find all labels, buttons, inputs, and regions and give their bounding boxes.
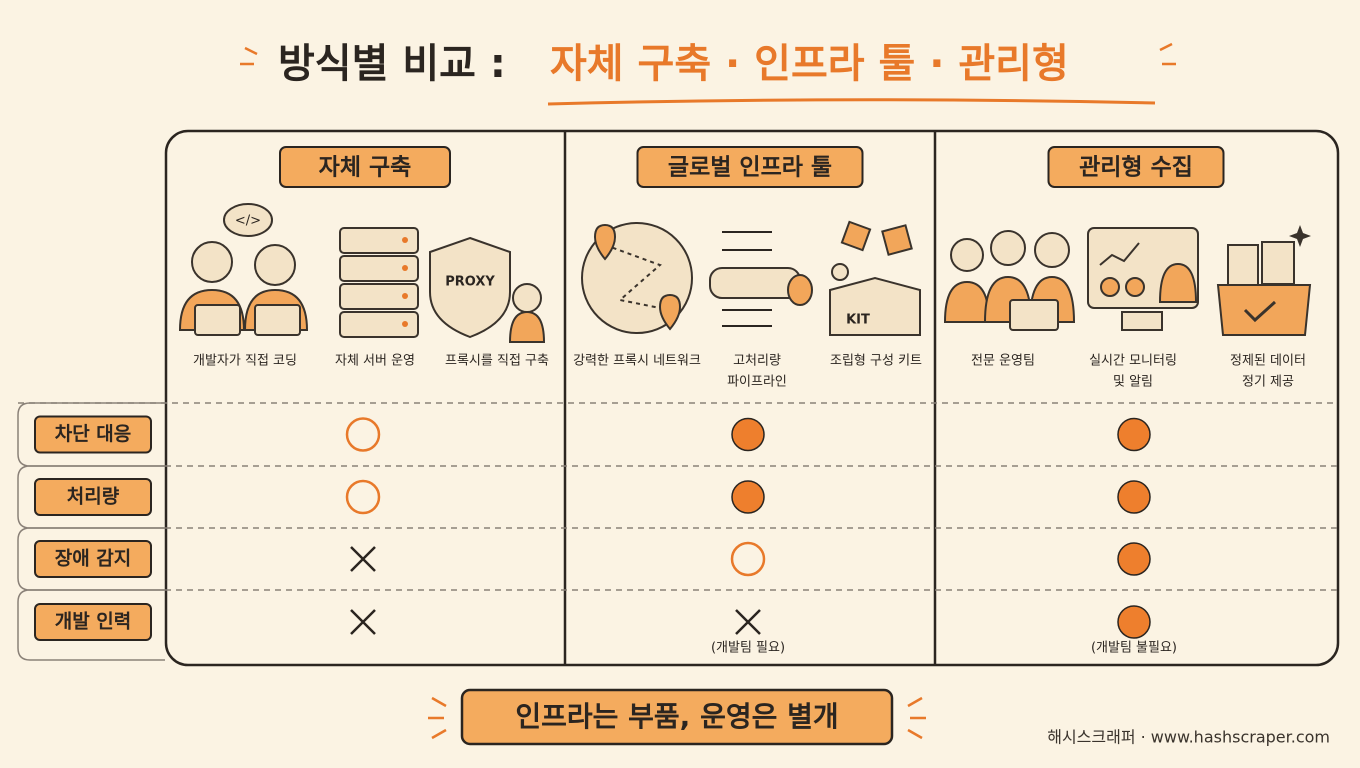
empty-circle [345, 417, 381, 452]
icon-globe [581, 222, 693, 334]
column-header: 자체 구축 [319, 155, 412, 181]
filled-circle [1117, 480, 1151, 514]
item-caption: 강력한 프록시 네트워크 [573, 354, 701, 369]
row-label-frame [17, 589, 165, 661]
icon-code-text: </> [235, 214, 261, 229]
item-caption: 조립형 구성 키트 [830, 354, 922, 369]
item-caption: 전문 운영팀 [971, 354, 1035, 369]
item-caption: 정기 제공 [1242, 375, 1294, 390]
item-caption: 자체 서버 운영 [335, 354, 415, 369]
icon-kit-text: KIT [846, 313, 870, 328]
row-label-box [34, 415, 152, 454]
table-frame [164, 129, 1340, 667]
item-caption: 정제된 데이터 [1230, 354, 1306, 369]
item-caption: 고처리량 [733, 354, 781, 369]
row-label: 처리량 [67, 486, 120, 508]
column-header: 글로벌 인프라 툴 [668, 155, 832, 181]
cell-note: (개발팀 불필요) [1091, 641, 1177, 656]
cross-mark [735, 609, 761, 635]
filled-circle [731, 417, 765, 452]
title-main: 방식별 비교 : [278, 41, 506, 87]
item-caption: 프록시를 직접 구축 [445, 354, 549, 369]
filled-circle [731, 480, 765, 514]
empty-circle [345, 479, 381, 515]
icon-proxy-text: PROXY [445, 275, 495, 290]
item-caption: 실시간 모니터링 [1089, 354, 1177, 369]
row-label-frame [17, 402, 165, 467]
cell-note: (개발팀 필요) [711, 641, 785, 656]
row-label-box [34, 603, 152, 641]
filled-circle [1117, 542, 1151, 576]
item-caption: 파이프라인 [727, 375, 787, 390]
column-header-box [279, 146, 451, 188]
title-underline [547, 98, 1156, 106]
icon-data-box [1216, 225, 1312, 336]
cross-mark [350, 609, 376, 635]
row-label-box [34, 540, 152, 578]
icon-team [943, 230, 1076, 331]
icon-proxy: PROXY [429, 236, 546, 343]
row-label-frame [17, 465, 165, 529]
icon-kit: KIT [829, 220, 921, 336]
footer-banner: 인프라는 부품, 운영은 별개 [515, 700, 838, 733]
icon-developers: </> [178, 203, 309, 336]
footer-credit: 해시스크래퍼 · www.hashscraper.com [1047, 728, 1330, 747]
row-label-box [34, 478, 152, 516]
row-label: 차단 대응 [55, 423, 132, 445]
column-header: 관리형 수집 [1079, 155, 1193, 181]
row-label: 개발 인력 [55, 611, 132, 633]
banner-sparks [428, 696, 926, 740]
empty-circle [730, 541, 766, 577]
item-caption: 및 알림 [1113, 375, 1153, 390]
icon-monitor [1087, 227, 1199, 331]
title-sparks [240, 42, 1176, 66]
row-label: 장애 감지 [55, 548, 132, 570]
footer-banner-box [460, 688, 894, 746]
filled-circle [1117, 417, 1151, 452]
item-caption: 개발자가 직접 코딩 [193, 354, 297, 369]
column-header-box [1047, 146, 1225, 188]
icon-server [339, 227, 419, 338]
title-highlight: 자체 구축 · 인프라 툴 · 관리형 [550, 41, 1069, 87]
column-header-box [636, 146, 864, 188]
icon-pipeline [709, 231, 813, 327]
filled-circle [1117, 605, 1151, 639]
row-label-frame [17, 527, 165, 591]
cross-mark [350, 546, 376, 572]
